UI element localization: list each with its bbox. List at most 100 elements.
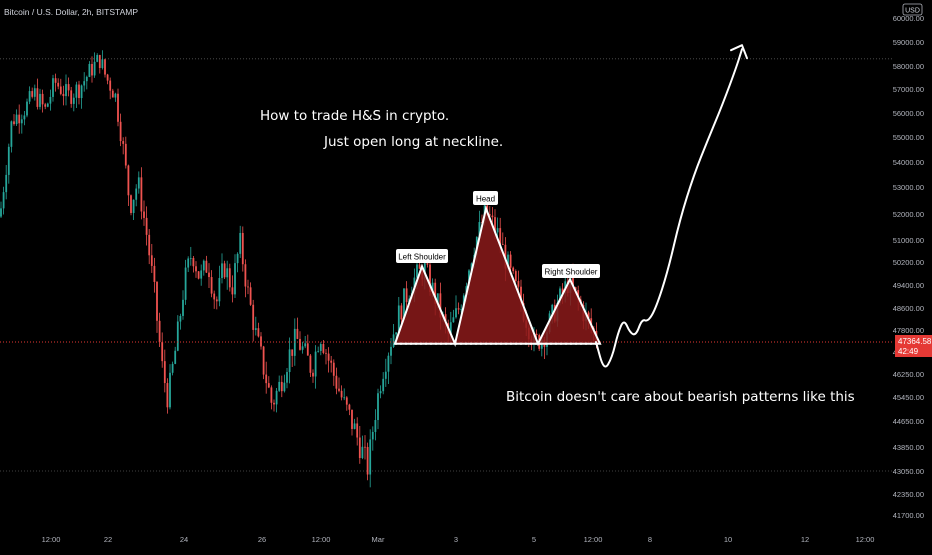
candle-body [78,84,80,99]
candle-body [431,282,434,292]
candle-body [202,260,205,271]
candle-body [494,217,496,233]
candle-body [291,349,294,356]
y-tick-label: 54000.00 [893,158,924,167]
candle-body [353,423,356,429]
x-tick-label: 5 [532,535,536,544]
candle-body [46,103,49,107]
candle-body [244,264,247,287]
candle-body [356,423,359,438]
candle-body [28,91,31,102]
candle-body [455,308,457,318]
candle-body [33,88,36,97]
candle-body [169,372,171,408]
y-tick-label: 48600.00 [893,304,924,313]
candle-body [101,59,104,68]
candle-body [39,93,41,107]
candle-body [429,264,431,292]
left-shoulder-text: Left Shoulder [398,253,446,262]
candle-body [338,388,340,391]
annotation-bottom-text: Bitcoin doesn't care about bearish patte… [506,389,855,405]
candle-body [304,343,307,347]
x-tick-label: 24 [180,535,188,544]
candle-body [140,177,143,212]
candle-body [111,90,114,98]
y-tick-label: 55000.00 [893,133,924,142]
candle-body [83,81,86,86]
candle-body [119,121,122,142]
candle-body [2,192,5,209]
candle-body [197,271,200,279]
candle-body [57,82,60,87]
y-tick-label: 49400.00 [893,281,924,290]
time-axis[interactable]: 12:00 22 24 26 12:00 Mar 3 5 12:00 8 10 12 12:00 [42,535,875,544]
candle-body [335,375,338,389]
candle-body [267,383,270,388]
y-tick-label: 60000.00 [893,14,924,23]
candle-body [54,78,57,83]
candle-body [561,288,564,294]
candle-body [439,293,442,318]
candle-body [52,78,54,97]
candle-body [130,195,132,213]
candle-body [312,372,314,377]
y-tick-label: 43850.00 [893,443,924,452]
candle-body [377,393,379,421]
chart-symbol-title[interactable]: Bitcoin / U.S. Dollar, 2h, BITSTAMP [4,7,138,17]
candle-body [96,55,99,62]
candle-body [265,374,268,384]
y-tick-label: 57000.00 [893,85,924,94]
projection-curve [595,48,743,368]
currency-label: USD [905,8,920,15]
candle-body [371,431,374,440]
candle-body [507,254,509,269]
candle-body [452,317,455,323]
candle-body [62,93,65,97]
candle-body [127,165,130,196]
y-tick-label: 53000.00 [893,183,924,192]
candle-body [166,383,169,408]
annotation-title-line1: How to trade H&S in crypto. [260,108,449,124]
y-tick-label: 45450.00 [893,393,924,402]
candle-body [70,90,73,104]
candle-body [254,328,257,330]
candle-body [189,258,192,259]
candle-body [257,328,260,337]
candle-body [280,381,283,392]
currency-badge[interactable] [902,3,923,16]
candle-body [444,314,447,324]
candle-body [330,360,333,363]
candle-body [221,263,223,279]
candle-body [200,270,203,279]
candle-body [426,263,429,265]
y-tick-label: 47800.00 [893,326,924,335]
annotation-title-line2: Just open long at neckline. [323,134,503,150]
price-axis[interactable]: USD 60000.00 59000.00 58000.00 57000.00 5600… [893,3,924,520]
candle-body [379,391,382,394]
x-tick-label: 22 [104,535,112,544]
candle-body [241,232,244,265]
candle-body [150,255,153,266]
candle-body [231,287,234,295]
candle-body [36,88,39,107]
candle-body [41,93,44,105]
x-tick-label: 26 [258,535,266,544]
candle-body [195,266,197,272]
candle-body [210,277,213,294]
y-tick-label: 42350.00 [893,490,924,499]
x-tick-label: Mar [372,535,385,544]
candle-body [184,267,187,300]
right-shoulder-label: Right Shoulder [542,264,600,278]
candle-body [314,351,317,377]
candle-body [252,304,255,330]
candle-body [418,264,421,269]
y-tick-label: 50200.00 [893,258,924,267]
candle-body [106,74,109,81]
candle-body [390,346,392,356]
candle-body [137,177,140,189]
x-tick-label: 12:00 [312,535,331,544]
candle-body [26,101,28,116]
candle-body [171,363,174,373]
